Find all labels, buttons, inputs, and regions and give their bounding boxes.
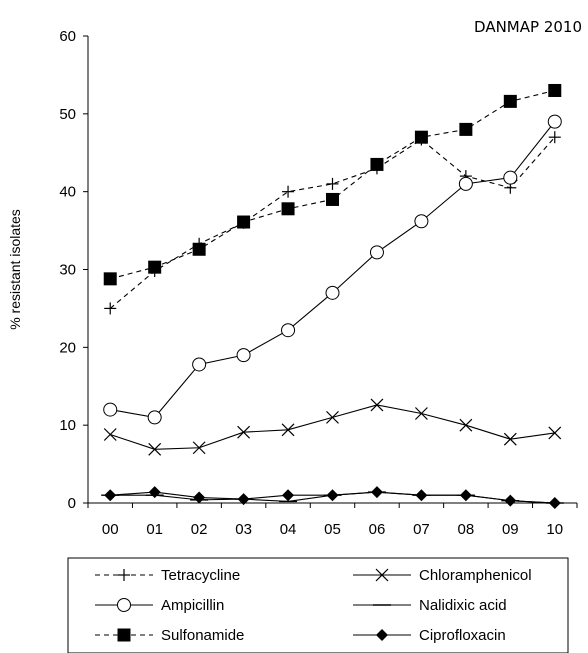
- x-tick-label: 07: [413, 521, 430, 538]
- data-point-sulfonamide: [459, 122, 473, 136]
- data-point-chloramphenicol: [459, 418, 473, 432]
- x-tick-label: 00: [102, 521, 119, 538]
- data-point-ciprofloxacin: [282, 489, 295, 502]
- data-point-ampicillin: [547, 114, 562, 129]
- x-tick-label: 10: [546, 521, 563, 538]
- data-point-tetracycline: [104, 302, 117, 315]
- data-point-ciprofloxacin: [104, 489, 117, 502]
- y-tick-label: 40: [59, 184, 76, 201]
- y-tick-label: 0: [68, 495, 76, 512]
- data-point-ampicillin: [147, 410, 162, 425]
- data-point-tetracycline: [548, 131, 561, 144]
- data-point-sulfonamide: [503, 94, 517, 108]
- data-point-ciprofloxacin: [459, 489, 472, 502]
- data-point-sulfonamide: [548, 83, 562, 97]
- data-point-chloramphenicol: [548, 426, 562, 440]
- data-point-sulfonamide: [326, 192, 339, 206]
- data-point-chloramphenicol: [148, 442, 162, 456]
- legend-label-ciprofloxacin: Ciprofloxacin: [419, 627, 506, 644]
- legend-marker-ampicillin: [117, 598, 131, 612]
- x-tick-label: 03: [235, 521, 252, 538]
- data-point-sulfonamide: [103, 272, 117, 286]
- data-point-sulfonamide: [370, 157, 384, 171]
- data-point-chloramphenicol: [370, 398, 384, 412]
- data-point-ampicillin: [192, 357, 207, 372]
- data-point-chloramphenicol: [237, 425, 251, 439]
- data-point-ampicillin: [414, 214, 429, 229]
- data-point-chloramphenicol: [103, 428, 117, 441]
- data-point-ampicillin: [503, 170, 518, 185]
- data-point-ciprofloxacin: [237, 493, 250, 506]
- series-line-tetracycline: [109, 136, 556, 309]
- x-tick-label: 08: [458, 521, 475, 538]
- data-point-ciprofloxacin: [504, 494, 517, 507]
- data-point-ciprofloxacin: [326, 489, 339, 502]
- y-tick-label: 10: [59, 417, 76, 434]
- y-tick-label: 30: [59, 262, 76, 279]
- data-point-ciprofloxacin: [148, 486, 161, 499]
- y-axis-label: % resistant isolates: [7, 209, 23, 330]
- data-point-sulfonamide: [414, 130, 428, 144]
- data-point-sulfonamide: [148, 260, 162, 274]
- data-point-ciprofloxacin: [370, 486, 383, 499]
- legend-label-tetracycline: Tetracycline: [161, 567, 240, 584]
- legend-label-sulfonamide: Sulfonamide: [161, 627, 244, 644]
- data-point-chloramphenicol: [281, 423, 295, 437]
- data-point-ciprofloxacin: [415, 489, 428, 502]
- data-point-sulfonamide: [237, 215, 251, 229]
- y-tick-label: 60: [59, 28, 76, 45]
- data-point-ampicillin: [103, 402, 118, 417]
- legend-marker-sulfonamide: [117, 628, 131, 642]
- legend-label-ampicillin: Ampicillin: [161, 597, 224, 614]
- data-point-ciprofloxacin: [193, 491, 206, 504]
- x-tick-label: 04: [280, 521, 297, 538]
- y-tick-label: 50: [59, 106, 76, 123]
- data-point-ampicillin: [458, 176, 473, 191]
- legend-label-chloramphenicol: Chloramphenicol: [419, 567, 532, 584]
- data-point-chloramphenicol: [192, 441, 206, 455]
- x-tick-label: 05: [324, 521, 341, 538]
- data-point-sulfonamide: [192, 242, 206, 256]
- source-label: DANMAP 2010: [474, 18, 582, 36]
- data-point-tetracycline: [326, 177, 339, 190]
- series-line-ampicillin: [110, 121, 556, 418]
- x-tick-label: 02: [191, 521, 208, 538]
- legend-marker-tetracycline: [118, 569, 130, 581]
- data-point-tetracycline: [282, 185, 295, 198]
- data-point-chloramphenicol: [326, 410, 339, 424]
- data-point-ciprofloxacin: [548, 497, 561, 509]
- legend-label-nalidixic-acid: Nalidixic acid: [419, 597, 507, 614]
- x-tick-label: 09: [502, 521, 519, 538]
- data-point-ampicillin: [236, 348, 251, 363]
- data-point-ampicillin: [369, 245, 384, 260]
- data-point-ampicillin: [325, 285, 340, 300]
- data-point-chloramphenicol: [414, 407, 428, 420]
- data-point-sulfonamide: [281, 202, 295, 216]
- data-point-ampicillin: [281, 323, 296, 338]
- series-line-chloramphenicol: [110, 404, 555, 450]
- x-tick-label: 01: [146, 521, 163, 538]
- y-tick-label: 20: [59, 339, 76, 356]
- x-tick-label: 06: [369, 521, 386, 538]
- data-point-chloramphenicol: [503, 432, 517, 446]
- legend-marker-chloramphenicol: [375, 568, 389, 582]
- legend-marker-ciprofloxacin: [376, 629, 388, 641]
